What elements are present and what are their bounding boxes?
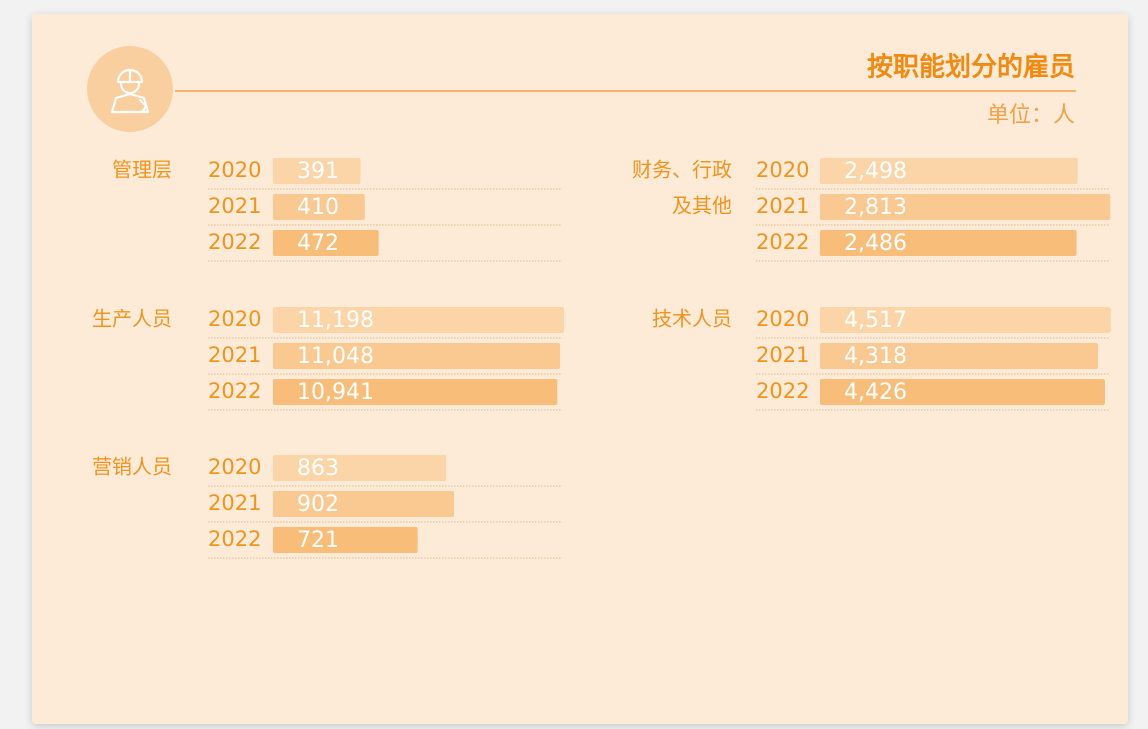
- year-label: 2022: [208, 527, 261, 551]
- value-label: 2,813: [844, 195, 907, 220]
- value-label: 721: [297, 528, 339, 553]
- bar: [820, 194, 1111, 220]
- bar: [273, 194, 365, 220]
- value-label: 863: [297, 456, 339, 481]
- value-label: 902: [297, 492, 339, 517]
- bar: [820, 343, 1098, 369]
- group-label: 及其他: [672, 194, 732, 218]
- bar: [273, 491, 455, 517]
- group-label: 管理层: [112, 158, 172, 182]
- value-label: 2,486: [844, 231, 907, 256]
- value-label: 11,048: [297, 344, 374, 369]
- value-label: 11,198: [297, 308, 374, 333]
- unit-label: 单位：人: [987, 103, 1075, 128]
- year-label: 2022: [208, 379, 261, 403]
- year-label: 2020: [208, 158, 261, 182]
- bar: [273, 379, 558, 405]
- bar: [273, 158, 361, 184]
- year-label: 2021: [208, 491, 261, 515]
- group-label: 生产人员: [92, 307, 172, 331]
- bar: [273, 230, 379, 256]
- bar: [273, 343, 561, 369]
- group-label: 财务、行政: [632, 158, 732, 182]
- icon: [87, 46, 173, 132]
- value-label: 391: [297, 159, 339, 184]
- year-label: 2021: [756, 194, 809, 218]
- bar: [820, 158, 1078, 184]
- value-label: 2,498: [844, 159, 907, 184]
- bar: [273, 307, 564, 333]
- value-label: 10,941: [297, 380, 374, 405]
- group-label: 营销人员: [92, 455, 172, 479]
- year-label: 2020: [756, 158, 809, 182]
- value-label: 4,426: [844, 380, 907, 405]
- bar: [273, 527, 418, 553]
- value-label: 410: [297, 195, 339, 220]
- year-label: 2022: [756, 379, 809, 403]
- value-label: 4,318: [844, 344, 907, 369]
- year-label: 2020: [756, 307, 809, 331]
- value-label: 472: [297, 231, 339, 256]
- value-label: 4,517: [844, 308, 907, 333]
- bar: [820, 230, 1077, 256]
- year-label: 2020: [208, 455, 261, 479]
- year-label: 2021: [208, 194, 261, 218]
- year-label: 2021: [208, 343, 261, 367]
- bar: [820, 379, 1105, 405]
- chart-title: 按职能划分的雇员: [867, 52, 1075, 83]
- bar: [820, 307, 1111, 333]
- group-label: 技术人员: [652, 307, 732, 331]
- year-label: 2021: [756, 343, 809, 367]
- bar: [273, 455, 447, 481]
- year-label: 2022: [208, 230, 261, 254]
- year-label: 2020: [208, 307, 261, 331]
- year-label: 2022: [756, 230, 809, 254]
